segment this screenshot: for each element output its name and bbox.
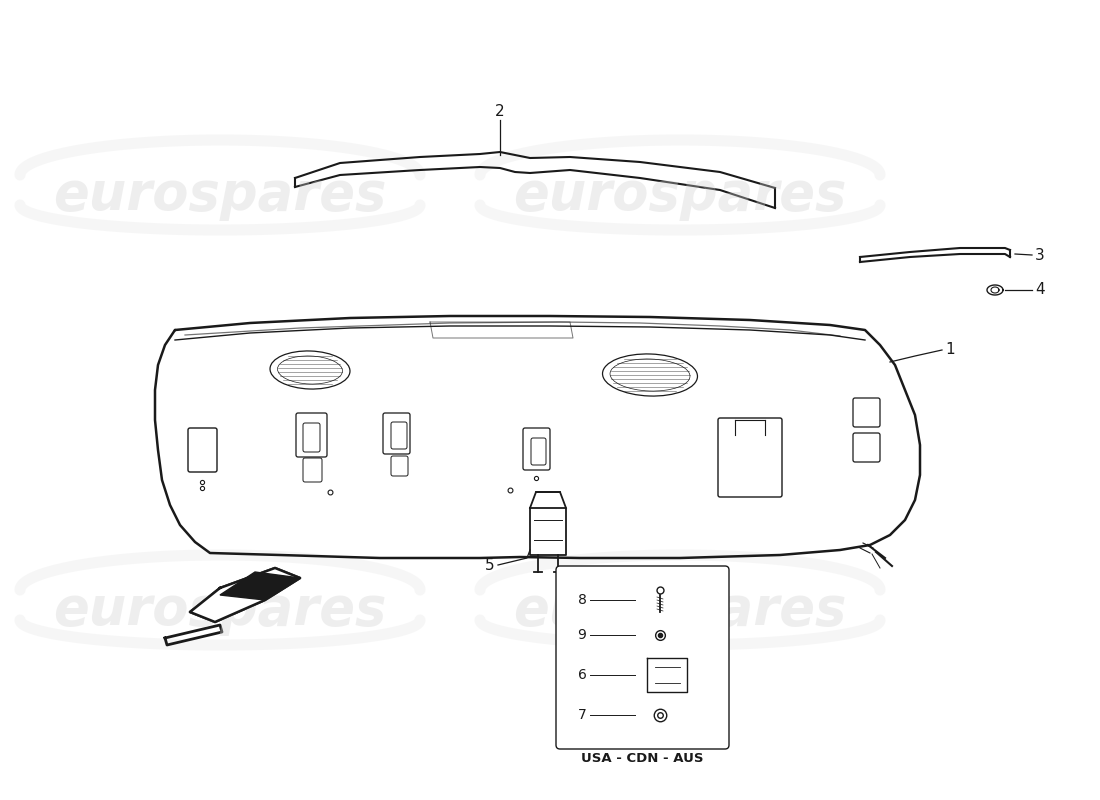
Text: 8: 8 [578, 593, 586, 607]
Text: 5: 5 [485, 558, 495, 573]
Text: 9: 9 [578, 628, 586, 642]
FancyBboxPatch shape [556, 566, 729, 749]
Text: eurospares: eurospares [53, 584, 387, 636]
Text: USA - CDN - AUS: USA - CDN - AUS [581, 753, 704, 766]
Polygon shape [220, 572, 300, 600]
Text: 6: 6 [578, 668, 586, 682]
Text: eurospares: eurospares [514, 169, 847, 221]
Text: 4: 4 [1035, 282, 1045, 298]
Text: eurospares: eurospares [514, 584, 847, 636]
Text: 3: 3 [1035, 247, 1045, 262]
Text: 1: 1 [945, 342, 955, 358]
Text: 7: 7 [578, 708, 586, 722]
Text: 2: 2 [495, 105, 505, 119]
Polygon shape [190, 568, 300, 622]
Text: eurospares: eurospares [53, 169, 387, 221]
